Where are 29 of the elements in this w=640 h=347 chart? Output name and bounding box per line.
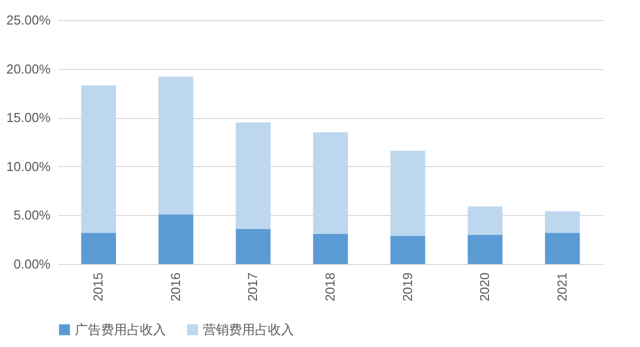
y-tick-label: 15.00% (6, 110, 51, 126)
y-tick-label: 20.00% (6, 61, 51, 76)
bar (545, 211, 580, 233)
x-tick-label: 2019 (400, 272, 415, 302)
x-tick-label: 2020 (477, 272, 492, 302)
bar (545, 232, 580, 264)
bar (313, 132, 348, 234)
x-tick-label: 2021 (554, 272, 570, 302)
y-tick-label: 10.00% (6, 158, 51, 174)
bar (313, 234, 348, 264)
x-tick-label: 2018 (322, 272, 338, 302)
bar (81, 85, 116, 233)
bar (158, 76, 194, 214)
x-tick-label: 2016 (168, 272, 183, 302)
x-tick-label: 2017 (245, 272, 260, 302)
bar (390, 236, 426, 264)
bar (158, 214, 194, 264)
legend-label: 营销费用占收入 (203, 322, 294, 337)
y-tick-label: 5.00% (14, 208, 51, 223)
bar (390, 150, 426, 236)
bar (468, 234, 503, 264)
y-tick-label: 0.00% (14, 256, 51, 272)
x-tick-label: 2015 (90, 272, 106, 302)
legend-label: 广告费用占收入 (75, 322, 166, 337)
bar (468, 206, 503, 235)
bar (236, 122, 271, 229)
y-tick-label: 25.00% (6, 12, 51, 28)
bar (81, 232, 116, 264)
bar (236, 228, 271, 264)
